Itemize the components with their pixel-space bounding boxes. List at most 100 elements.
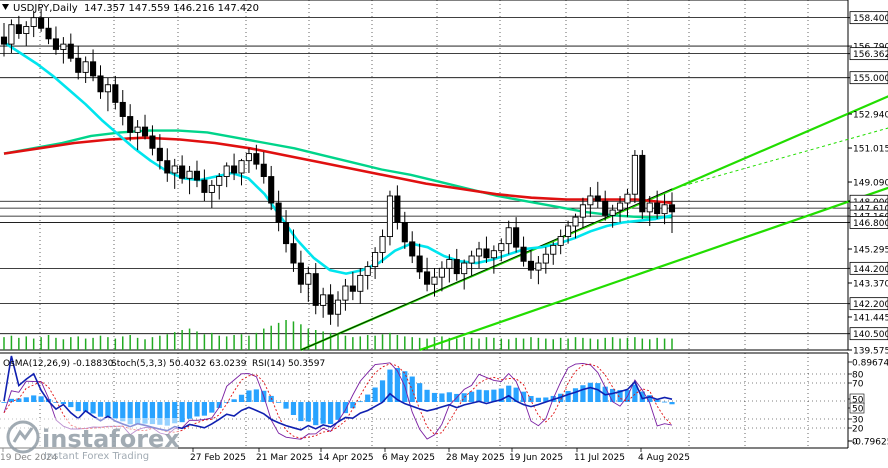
candle-body — [616, 202, 624, 211]
candle-body — [379, 236, 386, 253]
osma-bar — [610, 388, 616, 402]
price-tick-label: 149.090 — [853, 179, 888, 189]
osma-bar — [283, 402, 289, 409]
candle-body — [401, 221, 408, 243]
candle-body — [334, 299, 342, 315]
osma-bar — [335, 402, 341, 420]
price-tick-label: 156.362 — [853, 50, 888, 60]
osma-bar — [127, 402, 133, 425]
date-tick-label: 19 Jun 2025 — [509, 453, 563, 463]
candle-body — [483, 248, 490, 259]
candle-body — [624, 193, 631, 204]
candlesticks — [0, 8, 676, 327]
candle-body — [372, 252, 379, 268]
osma-bar — [75, 402, 81, 412]
candle-body — [639, 154, 646, 213]
candle-body — [8, 24, 15, 45]
candle-body — [104, 84, 111, 93]
price-levels — [0, 17, 848, 335]
collapse-triangle-icon[interactable] — [2, 4, 9, 10]
candle-body — [201, 179, 208, 193]
candle-body — [45, 27, 52, 40]
candle-body — [668, 204, 676, 213]
candle-body — [565, 225, 572, 238]
ohlc-readout: 147.357 147.559 146.216 147.420 — [84, 3, 259, 14]
price-tick-label: 158.400 — [853, 14, 888, 24]
osma-bar — [535, 397, 541, 402]
candle-body — [602, 200, 609, 216]
osma-bar — [305, 402, 311, 422]
candle-body — [587, 195, 594, 206]
candle-body — [134, 126, 141, 133]
candle-body — [550, 244, 557, 255]
price-tick-label: 146.800 — [853, 219, 888, 229]
stoch-readout: Stoch(5,3,3) 50.4032 63.0239 — [111, 359, 247, 369]
candle-body — [171, 165, 178, 174]
candle-body — [238, 160, 245, 174]
candle-body — [208, 184, 215, 193]
candle-body — [453, 259, 460, 275]
candle-body — [97, 75, 104, 93]
osma-bar — [201, 402, 207, 416]
osma-bar — [90, 402, 96, 414]
candle-body — [112, 84, 119, 103]
osma-bar — [587, 382, 593, 402]
osma-bar — [268, 395, 274, 402]
candle-body — [520, 246, 527, 262]
candle-body — [542, 253, 549, 264]
channel-middle-extension — [671, 127, 888, 190]
candle-body — [253, 153, 260, 165]
osma-bar — [431, 392, 438, 402]
price-tick-label: 152.940 — [853, 111, 888, 121]
brand-name: instaforex — [42, 425, 180, 453]
osma-bar — [253, 389, 259, 402]
candle-body — [490, 250, 497, 259]
osma-bar — [31, 395, 37, 402]
date-tick-label: 21 Mar 2025 — [256, 453, 313, 463]
candle-body — [394, 195, 401, 223]
osma-bar — [327, 402, 334, 425]
indicator-tick-label: 0.89674 — [852, 359, 888, 369]
price-label-box — [849, 261, 888, 275]
osma-bar — [372, 387, 378, 402]
date-tick-label: 6 May 2025 — [382, 453, 435, 463]
price-tick-label: 145.295 — [853, 246, 888, 256]
osma-bar — [580, 385, 586, 402]
main-panel — [0, 0, 849, 351]
candle-body — [475, 248, 483, 257]
osma-readout: OsMA(12,26,9) -0.18830 — [3, 359, 114, 369]
price-label-box — [849, 11, 888, 25]
osma-bar — [164, 402, 170, 426]
indicator-label-box — [849, 402, 865, 414]
osma-bar — [120, 402, 126, 422]
candle-body — [342, 285, 349, 301]
osma-bar — [112, 402, 118, 419]
indicator-tick-label: 20 — [852, 425, 864, 435]
osma-bar — [528, 396, 534, 402]
osma-bar — [365, 394, 371, 402]
osma-bar — [572, 388, 579, 402]
candle-body — [231, 165, 238, 174]
candle-body — [127, 116, 134, 133]
candle-body — [594, 195, 601, 202]
candle-body — [216, 176, 223, 186]
osma-bar — [647, 395, 653, 402]
candle-body — [268, 176, 275, 204]
chart-header: USDJPY,Daily 147.357 147.559 146.216 147… — [2, 3, 259, 14]
indicator-tick-label: 50 — [852, 405, 864, 415]
brand-tagline: Instant Forex Trading — [44, 451, 149, 462]
candle-body — [431, 276, 438, 285]
osma-bar — [498, 388, 504, 402]
osma-bar — [186, 402, 193, 419]
indicator-tick-label: 70 — [852, 380, 864, 390]
indicator-tick-label: -0.79625 — [852, 438, 888, 448]
candle-body — [0, 36, 8, 45]
osma-bar — [276, 401, 282, 403]
candle-body — [275, 202, 282, 223]
price-label-box — [849, 297, 888, 311]
candle-body — [52, 38, 60, 50]
indicators — [0, 355, 848, 440]
candle-body — [90, 61, 97, 77]
